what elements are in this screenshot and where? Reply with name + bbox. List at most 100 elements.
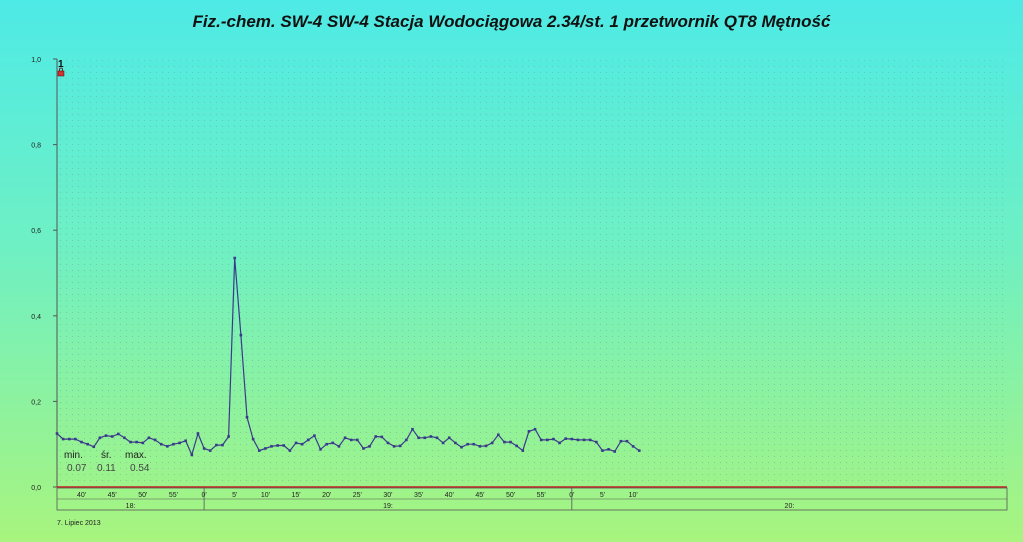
data-point [546,438,549,442]
data-point [331,441,335,445]
data-point [380,435,384,439]
data-point [582,438,586,442]
stat-min-value: 0.07 [67,463,87,474]
x-tick-label: 10' [629,492,638,499]
data-point [558,441,561,445]
data-point [239,333,243,337]
data-point [533,427,537,431]
data-point [527,430,531,433]
footer-date: 7. Lipiec 2013 [57,520,101,527]
data-point [215,443,218,447]
y-tick-label: 1,0 [31,57,41,64]
data-point [564,437,568,440]
data-point [423,436,427,440]
data-point [607,448,610,451]
stats-box: min. śr. max. 0.07 0.11 0.54 [64,450,150,474]
data-point [184,439,188,443]
data-point [86,442,89,446]
data-point [503,440,506,444]
data-point [349,438,353,442]
data-point [509,440,512,444]
data-point [61,437,65,441]
series-marker[interactable]: 1 [57,59,65,77]
data-point [313,434,316,437]
data-point [429,435,433,438]
data-point [405,438,408,442]
data-point [264,447,267,450]
x-hour-label: 20: [785,503,795,510]
data-point [576,438,580,442]
data-point [631,445,635,448]
x-tick-label: 55' [169,492,178,499]
x-tick-label: 50' [138,492,147,499]
data-point [104,434,108,437]
data-point [270,445,273,448]
data-point [411,427,414,431]
data-point [478,445,482,448]
data-point [356,438,359,442]
data-point [588,438,592,442]
data-point [447,436,451,440]
data-point [637,449,641,452]
data-point [392,445,396,448]
x-tick-label: 45' [108,492,117,499]
x-hour-label: 19: [383,503,393,510]
data-point [343,436,347,440]
data-point [306,438,310,442]
data-point [472,442,476,446]
data-point [92,445,96,449]
data-point [67,437,71,441]
data-point [625,439,629,443]
series-layer [55,256,641,457]
data-point [466,442,469,446]
data-point [190,453,194,457]
data-point [368,445,371,448]
data-point [74,437,77,441]
x-hour-label: 18: [126,503,136,510]
x-tick-label: 20' [322,492,331,499]
data-point [123,436,126,440]
series-number: 1 [58,59,64,70]
data-point [221,443,224,447]
x-tick-label: 5' [232,492,237,499]
data-point [374,435,378,438]
y-tick-label: 0,4 [31,314,41,321]
data-point [484,444,488,448]
data-point [135,440,138,444]
data-point [595,440,598,444]
data-point [300,442,304,446]
y-tick-label: 0,6 [31,228,41,235]
data-point [166,445,169,448]
data-point [460,445,463,449]
data-point [227,435,230,438]
stat-max-label: max. [125,450,147,461]
data-point [257,449,261,452]
data-point [601,449,604,452]
x-tick-label: 55' [537,492,546,499]
data-point [521,449,525,452]
data-point [319,448,322,451]
y-tick-label: 0,8 [31,143,41,150]
lock-icon [57,67,65,77]
data-point [613,450,617,453]
stat-avg-label: śr. [101,450,112,461]
data-point [619,439,623,443]
plot-area [57,59,1007,487]
data-point [172,442,175,446]
data-point [276,444,279,447]
data-point [147,436,151,440]
data-point [552,437,555,441]
data-point [435,436,439,440]
data-point [454,441,457,445]
data-point [233,256,237,260]
x-tick-label: 50' [506,492,515,499]
data-point [288,449,292,452]
data-point [178,441,181,445]
data-point [490,441,494,445]
x-tick-label: 5' [600,492,605,499]
y-tick-label: 0,0 [31,485,41,492]
data-point [539,438,543,442]
data-point [325,442,328,446]
data-point [251,437,255,441]
